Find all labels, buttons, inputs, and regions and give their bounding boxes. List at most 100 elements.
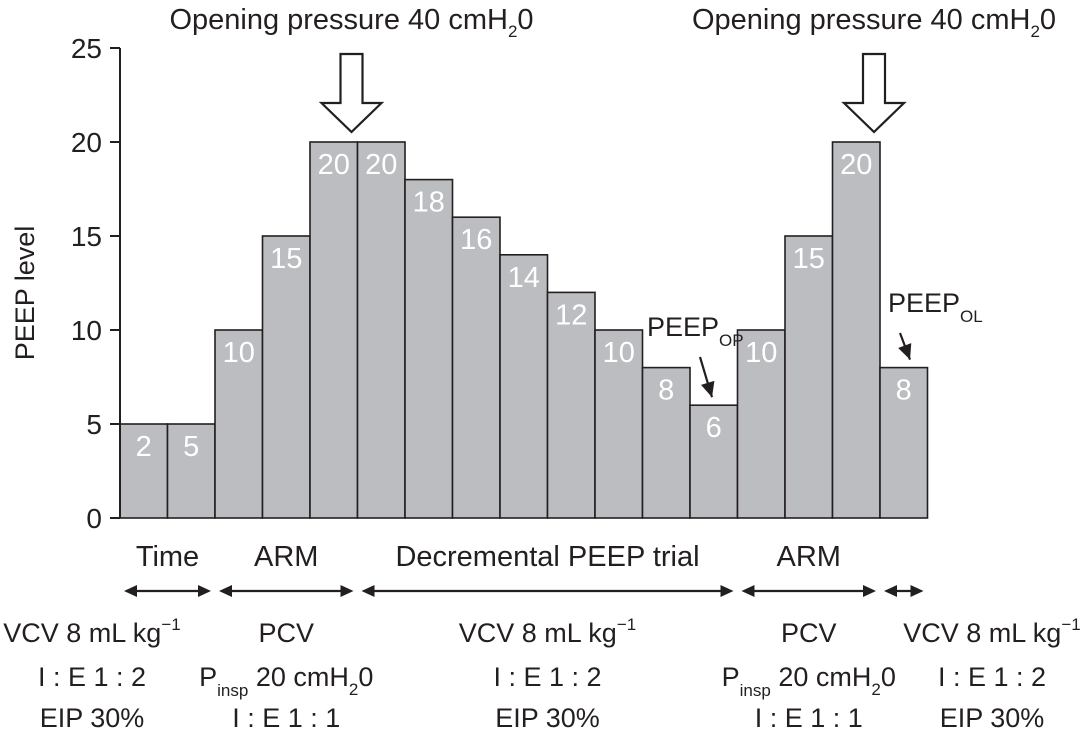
mode-text: EIP 30% — [495, 703, 600, 733]
peep-subscript: OP — [719, 331, 744, 350]
mode-tail: 20 cmH — [248, 662, 349, 692]
bar-value-label: 15 — [270, 243, 302, 275]
mode-subscript: 2 — [349, 680, 358, 699]
phase-label: ARM — [777, 541, 841, 573]
mode-text: P — [199, 662, 217, 692]
y-tick-label: 25 — [71, 33, 102, 64]
bar-value-label: 16 — [460, 224, 492, 256]
mode-tail: 20 cmH — [771, 662, 872, 692]
mode-line: PCV — [258, 618, 314, 648]
opening-pressure-left-arrow — [318, 52, 385, 134]
mode-superscript: −1 — [617, 615, 636, 634]
mode-line: I : E 1 : 2 — [38, 662, 146, 692]
mode-tail: 0 — [881, 662, 896, 692]
mode-text: PCV — [781, 618, 837, 648]
mode-line: Pinsp 20 cmH20 — [199, 662, 373, 700]
mode-line: I : E 1 : 1 — [755, 703, 863, 733]
phase-arrow-head-left — [741, 585, 755, 597]
bar-value-label: 12 — [555, 299, 587, 331]
mode-line: PCV — [781, 618, 837, 648]
peep-subscript: OL — [960, 307, 983, 326]
mode-superscript: −1 — [161, 615, 180, 634]
phase-label: Time — [136, 541, 199, 573]
mode-text: I : E 1 : 2 — [493, 662, 601, 692]
label-subscript: 2 — [508, 22, 517, 41]
peep-text: PEEP — [888, 288, 960, 318]
mode-text: EIP 30% — [40, 703, 145, 733]
mode-text: I : E 1 : 1 — [755, 703, 863, 733]
bar — [356, 141, 406, 519]
mode-text: I : E 1 : 2 — [938, 662, 1046, 692]
peep-ol-arrow-head — [898, 343, 912, 360]
label-subscript: 2 — [1030, 22, 1039, 41]
phase-arrow-head-right — [863, 585, 876, 597]
phase-arrow-head-right — [198, 585, 211, 597]
phase-arrow-head-right — [720, 585, 734, 597]
phase-arrow-head-left — [219, 585, 232, 597]
y-tick-label: 5 — [86, 409, 102, 440]
y-tick-label: 20 — [71, 127, 102, 158]
label-text: Opening pressure 40 cmH — [169, 4, 508, 36]
label-text: Opening pressure 40 cmH — [692, 4, 1031, 36]
bar — [689, 404, 739, 519]
bar — [309, 141, 359, 519]
bar-value-label: 14 — [508, 262, 540, 294]
phase-arrow-head-left — [361, 585, 375, 597]
peep-op-label: PEEPOP — [647, 312, 744, 350]
mode-subscript: insp — [217, 681, 248, 700]
opening-pressure-right-label: Opening pressure 40 cmH20 — [692, 4, 1056, 41]
mode-text: PCV — [258, 618, 314, 648]
bar-value-label: 20 — [840, 149, 872, 181]
phase-arrow-head-right — [910, 585, 924, 597]
bar-value-label: 2 — [136, 431, 152, 463]
mode-subscript: 2 — [871, 680, 880, 699]
bar-value-label: 15 — [793, 243, 825, 275]
bar-value-label: 10 — [603, 337, 635, 369]
y-axis-label: PEEP level — [10, 226, 40, 361]
phase-arrow-head-left — [884, 585, 897, 597]
bar — [261, 235, 311, 519]
mode-line: VCV 8 mL kg−1 — [459, 615, 636, 648]
bar-value-label: 10 — [223, 337, 255, 369]
mode-text: VCV 8 mL kg — [459, 618, 617, 648]
mode-subscript: insp — [740, 681, 771, 700]
mode-text: EIP 30% — [940, 703, 1045, 733]
bar — [784, 235, 834, 519]
mode-tail: 0 — [358, 662, 373, 692]
bar — [736, 329, 786, 519]
label-tail: 0 — [517, 4, 533, 36]
mode-line: I : E 1 : 2 — [493, 662, 601, 692]
phase-label: ARM — [254, 541, 318, 573]
mode-line: I : E 1 : 1 — [232, 703, 340, 733]
bar-value-label: 8 — [896, 375, 912, 407]
bar-value-label: 10 — [745, 337, 777, 369]
mode-line: EIP 30% — [40, 703, 145, 733]
phase-arrow-head-left — [124, 585, 137, 597]
mode-line: Pinsp 20 cmH20 — [722, 662, 896, 700]
y-tick-label: 15 — [71, 221, 102, 252]
mode-line: VCV 8 mL kg−1 — [3, 615, 180, 648]
bar — [166, 423, 216, 519]
y-tick-label: 10 — [71, 315, 102, 346]
mode-text: P — [722, 662, 740, 692]
bar — [594, 329, 644, 519]
bar-value-label: 8 — [658, 375, 674, 407]
mode-superscript: −1 — [1061, 615, 1080, 634]
bar — [404, 178, 454, 519]
mode-text: VCV 8 mL kg — [903, 618, 1061, 648]
phase-arrow-head-right — [340, 585, 354, 597]
opening-pressure-right-arrow — [841, 52, 907, 134]
peep-text: PEEP — [647, 312, 719, 342]
phase-label: Decremental PEEP trial — [395, 541, 699, 573]
peep-ol-label: PEEPOL — [888, 288, 983, 326]
bar — [214, 329, 264, 519]
mode-line: EIP 30% — [495, 703, 600, 733]
mode-text: I : E 1 : 2 — [38, 662, 146, 692]
mode-text: I : E 1 : 1 — [232, 703, 340, 733]
bar — [499, 254, 549, 519]
bar-value-label: 6 — [706, 412, 722, 444]
mode-text: VCV 8 mL kg — [3, 618, 161, 648]
bar-value-label: 5 — [183, 431, 199, 463]
bar — [641, 366, 691, 519]
